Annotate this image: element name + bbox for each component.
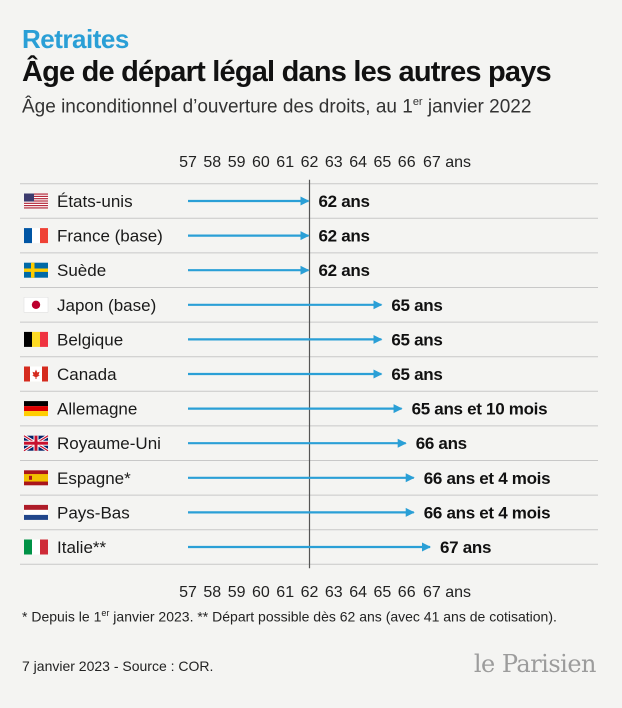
x-tick-label-top: 62 xyxy=(301,154,319,171)
data-label: 62 ans xyxy=(319,227,370,246)
belgium-flag-icon xyxy=(24,331,48,347)
x-tick-label-bottom: 67 ans xyxy=(423,584,471,600)
us-flag-icon xyxy=(24,193,48,209)
publisher-logo: le Parisien xyxy=(473,650,597,678)
subtitle-superscript: er xyxy=(412,96,423,108)
note-text: * Depuis le 1 xyxy=(22,608,102,625)
x-tick-label-bottom: 57 xyxy=(179,584,197,600)
x-tick-label-bottom: 66 xyxy=(398,584,416,600)
category-label: États-unis xyxy=(57,192,133,211)
x-tick-label-top: 60 xyxy=(252,154,270,171)
data-label: 67 ans xyxy=(440,538,491,557)
x-tick-label-bottom: 59 xyxy=(228,584,246,600)
data-label: 62 ans xyxy=(319,261,370,280)
subtitle-text: Âge inconditionnel d’ouverture des droit… xyxy=(22,96,413,118)
chart-kicker: Retraites xyxy=(22,24,129,54)
data-label: 65 ans xyxy=(391,296,442,315)
x-tick-label-bottom: 63 xyxy=(325,584,343,600)
category-label: Suède xyxy=(57,261,106,280)
x-tick-label-top: 64 xyxy=(349,154,367,171)
data-label: 62 ans xyxy=(319,192,370,211)
note-text-end: janvier 2023. ** Départ possible dès 62 … xyxy=(109,608,557,625)
canada-flag-icon xyxy=(24,366,48,382)
x-tick-label-top: 57 xyxy=(179,154,197,171)
subtitle-date: janvier 2022 xyxy=(422,96,532,118)
x-tick-label-bottom: 64 xyxy=(349,584,367,600)
note-superscript: er xyxy=(101,608,110,618)
chart: 57 57 58 58 59 59 60 60 61 61 62 62 63 63 64 64 65 65 66 66… xyxy=(20,154,598,600)
category-label: Royaume-Uni xyxy=(57,434,161,453)
data-label: 66 ans et 4 mois xyxy=(424,469,551,488)
data-label: 65 ans xyxy=(391,365,442,384)
x-tick-label-top: 59 xyxy=(228,154,246,171)
chart-subtitle: Âge inconditionnel d’ouverture des droit… xyxy=(22,96,531,118)
france-flag-icon xyxy=(24,228,48,244)
sweden-flag-icon xyxy=(24,262,48,278)
x-tick-label-top: 58 xyxy=(203,154,221,171)
chart-note: * Depuis le 1er janvier 2023. ** Départ … xyxy=(22,608,557,625)
category-label: Canada xyxy=(57,365,117,384)
category-label: Japon (base) xyxy=(57,296,156,315)
x-tick-label-bottom: 60 xyxy=(252,584,270,600)
x-tick-label-top: 66 xyxy=(398,154,416,171)
italy-flag-icon xyxy=(24,539,48,555)
chart-title: Âge de départ légal dans les autres pays xyxy=(22,56,552,88)
japan-flag-icon xyxy=(23,297,49,313)
data-label: 65 ans et 10 mois xyxy=(412,400,548,419)
data-label: 65 ans xyxy=(391,330,442,349)
x-tick-label-top: 67 ans xyxy=(423,154,471,171)
x-tick-label-top: 65 xyxy=(374,154,392,171)
x-tick-label-bottom: 62 xyxy=(301,584,319,600)
x-tick-label-top: 61 xyxy=(276,154,294,171)
x-tick-label-bottom: 65 xyxy=(374,584,392,600)
source-line: 7 janvier 2023 - Source : COR. xyxy=(22,658,214,674)
x-tick-label-bottom: 58 xyxy=(203,584,221,600)
category-label: Italie** xyxy=(57,538,107,557)
x-tick-label-top: 63 xyxy=(325,154,343,171)
category-label: Allemagne xyxy=(57,400,137,419)
x-tick-label-bottom: 61 xyxy=(276,584,294,600)
category-label: Pays-Bas xyxy=(57,503,130,522)
uk-flag-icon xyxy=(23,434,49,452)
spain-flag-icon xyxy=(24,470,48,486)
netherlands-flag-icon xyxy=(24,504,48,520)
category-label: Espagne* xyxy=(57,469,131,488)
category-label: France (base) xyxy=(57,227,163,246)
data-label: 66 ans xyxy=(416,434,467,453)
category-label: Belgique xyxy=(57,330,123,349)
data-label: 66 ans et 4 mois xyxy=(424,503,551,522)
germany-flag-icon xyxy=(24,401,48,417)
